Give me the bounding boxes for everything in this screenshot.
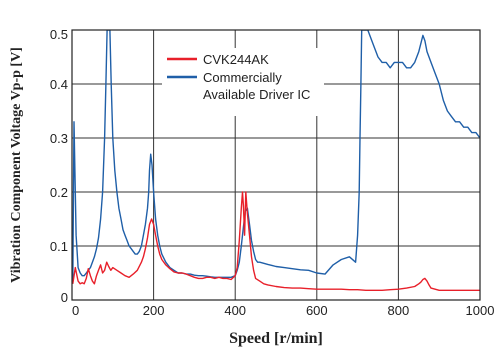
- y-tick-label: 0: [61, 290, 68, 305]
- x-tick-label: 400: [224, 303, 246, 318]
- x-tick-label: 200: [143, 303, 165, 318]
- plot-frame: [71, 29, 481, 301]
- legend: CVK244AK Commercially Available Driver IC: [162, 48, 324, 116]
- x-tick-label: 600: [306, 303, 328, 318]
- x-tick-label: 0: [72, 303, 79, 318]
- y-axis-title: Vibration Component Voltage Vp-p [V]: [9, 47, 24, 283]
- y-tick-label: 0.5: [50, 27, 68, 42]
- tick-labels: 0 200 400 600 800 1000 0 0.1 0.2 0.3 0.4 0.5: [50, 27, 495, 318]
- y-tick-label: 0.3: [50, 131, 68, 146]
- series-line-cvk244ak: [72, 191, 480, 291]
- x-tick-label: 800: [388, 303, 410, 318]
- y-tick-label: 0.4: [50, 77, 68, 92]
- x-tick-label: 1000: [466, 303, 495, 318]
- legend-label: CVK244AK: [203, 52, 269, 67]
- legend-label: Available Driver IC: [203, 87, 310, 102]
- x-axis-title: Speed [r/min]: [229, 330, 323, 347]
- series-layer: [72, 30, 480, 291]
- legend-label: Commercially: [203, 70, 282, 85]
- y-tick-label: 0.1: [50, 239, 68, 254]
- y-tick-label: 0.2: [50, 185, 68, 200]
